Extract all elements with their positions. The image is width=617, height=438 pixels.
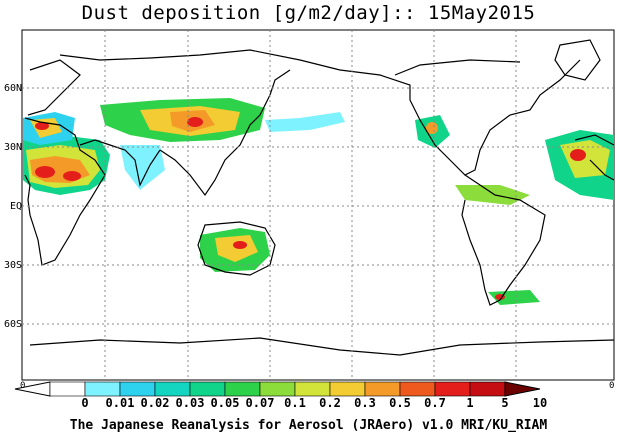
coastlines bbox=[24, 39, 615, 356]
map-title: Dust deposition [g/m2/day]:: 15May2015 bbox=[81, 2, 536, 24]
frame-edge-label-right: 0 bbox=[609, 381, 615, 391]
frame-edge-label-left: 0 bbox=[20, 381, 26, 391]
colorbar-swatch bbox=[364, 381, 401, 397]
footer-credit: The Japanese Reanalysis for Aerosol (JRA… bbox=[69, 418, 548, 433]
lat-label-eq: EQ bbox=[9, 201, 22, 212]
colorbar-tick-label: 10 bbox=[532, 396, 548, 410]
colorbar-upper-extension bbox=[504, 381, 541, 397]
colorbar-swatch bbox=[259, 381, 296, 397]
colorbar-tick-label: 0.05 bbox=[210, 396, 240, 410]
lat-label-30s: 30S bbox=[3, 260, 22, 271]
colorbar-tick-label: 0.7 bbox=[424, 396, 446, 410]
colorbar-tick-label: 0.01 bbox=[105, 396, 135, 410]
colorbar-swatch bbox=[434, 381, 471, 397]
colorbar-swatch bbox=[189, 381, 226, 397]
colorbar-tick-label: 0.03 bbox=[175, 396, 205, 410]
colorbar-tick-label: 0.2 bbox=[319, 396, 341, 410]
map-frame bbox=[21, 29, 615, 381]
colorbar-swatch bbox=[224, 381, 261, 397]
colorbar-swatch bbox=[294, 381, 331, 397]
colorbar-swatch bbox=[49, 381, 86, 397]
colorbar-swatch bbox=[399, 381, 436, 397]
colorbar-tick-label: 0.5 bbox=[389, 396, 411, 410]
colorbar-tick-label: 0.3 bbox=[354, 396, 376, 410]
lat-label-60n: 60N bbox=[3, 83, 22, 94]
colorbar-tick-label: 0 bbox=[81, 396, 89, 410]
lat-label-30n: 30N bbox=[3, 142, 22, 153]
dust-field bbox=[23, 98, 614, 305]
colorbar-swatch bbox=[154, 381, 191, 397]
colorbar-swatch bbox=[469, 381, 506, 397]
colorbar-tick-label: 1 bbox=[466, 396, 474, 410]
colorbar-swatch bbox=[329, 381, 366, 397]
colorbar-tick-label: 0.1 bbox=[284, 396, 306, 410]
colorbar-tick-label: 5 bbox=[501, 396, 509, 410]
colorbar-tick-label: 0.02 bbox=[140, 396, 170, 410]
colorbar-swatch bbox=[84, 381, 121, 397]
lat-label-60s: 60S bbox=[3, 319, 22, 330]
colorbar bbox=[14, 381, 541, 397]
graticule bbox=[22, 30, 614, 380]
colorbar-tick-label: 0.07 bbox=[245, 396, 275, 410]
colorbar-swatch bbox=[119, 381, 156, 397]
